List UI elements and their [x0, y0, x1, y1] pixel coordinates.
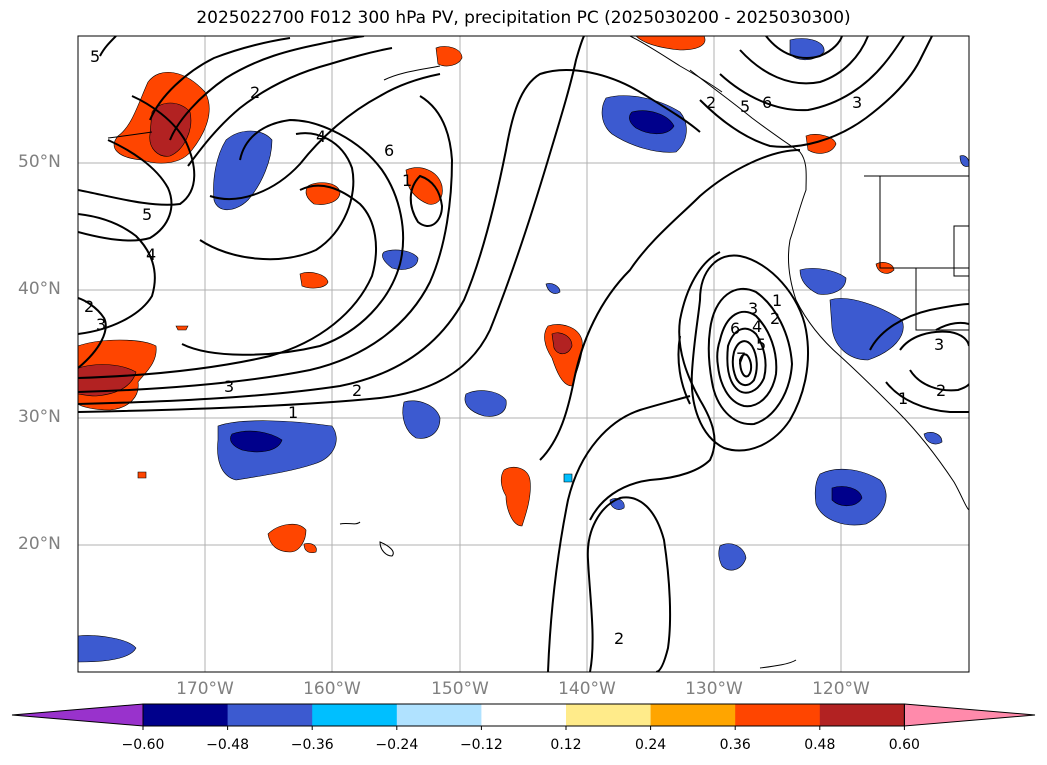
precip-blob: [402, 400, 441, 439]
colorbar-tick-label: 0.48: [804, 737, 836, 753]
colorbar-tick-label: 0.24: [635, 737, 667, 753]
precip-blob: [718, 543, 747, 571]
colorbar-tick-label: 0.60: [888, 737, 920, 753]
precip-blob: [405, 167, 443, 205]
contour-label: 2: [84, 297, 94, 316]
colorbar-frame: [142, 703, 905, 727]
colorbar-segment: [312, 704, 398, 726]
colorbar-tick-label: −0.24: [375, 737, 419, 753]
contour-label: 2: [352, 381, 362, 400]
lat-tick-label: 50°N: [18, 152, 61, 172]
precip-blob: [789, 38, 825, 61]
contour-label: 6: [384, 141, 394, 160]
colorbar-segment: [481, 704, 567, 726]
colorbar-tick-label: 0.36: [719, 737, 751, 753]
precip-blob: [230, 430, 283, 453]
contour-label: 1: [288, 403, 298, 422]
lat-tick-label: 40°N: [18, 279, 61, 299]
precip-blob: [175, 325, 189, 331]
precip-negative-anomalies: [78, 38, 969, 663]
contour-label: 6: [730, 319, 740, 338]
precip-blob: [213, 130, 273, 211]
precip-blob: [799, 268, 847, 295]
colorbar-segment: [227, 704, 313, 726]
precip-blob: [303, 543, 317, 554]
lat-tick-label: 20°N: [18, 534, 61, 554]
precip-blob: [267, 523, 307, 553]
precip-blob: [923, 432, 943, 445]
contour-label: 4: [752, 317, 762, 336]
contour-label: 4: [316, 127, 326, 146]
precip-blob: [959, 155, 969, 167]
precip-blob: [829, 298, 904, 361]
contour-label: 1: [772, 291, 782, 310]
precip-blob: [500, 467, 531, 527]
precip-blob: [545, 283, 561, 294]
colorbar-tick-label: −0.48: [206, 737, 250, 753]
lon-tick-label: 120°W: [812, 679, 870, 699]
precip-blob: [137, 471, 147, 479]
lon-tick-label: 130°W: [685, 679, 743, 699]
contour-label: 1: [402, 171, 412, 190]
colorbar-tick-label: −0.36: [290, 737, 334, 753]
precip-blob: [299, 272, 329, 289]
colorbar-segment: [819, 704, 905, 726]
contour-label: 2: [614, 629, 624, 648]
contour-label: 2: [706, 93, 716, 112]
contour-label: 3: [852, 93, 862, 112]
contour-label: 5: [142, 205, 152, 224]
colorbar-segment: [650, 704, 736, 726]
precip-blob: [629, 110, 675, 135]
contour-label: 5: [756, 335, 766, 354]
gridlines: [78, 36, 969, 672]
contour-label: 3: [224, 377, 234, 396]
pv-precip-map: 5 2 4 6 5 4 2 3 3 2 1 1 2 3 4 6 5 7 6 5 …: [77, 35, 970, 673]
precip-blob: [563, 473, 573, 483]
contour-label: 2: [936, 381, 946, 400]
contour-label: 3: [748, 299, 758, 318]
colorbar-tick-label: 0.12: [550, 737, 582, 753]
contour-label: 2: [250, 83, 260, 102]
contour-label: 3: [934, 335, 944, 354]
colorbar-segment: [566, 704, 652, 726]
colorbar-segment: [396, 704, 482, 726]
map-title: 2025022700 F012 300 hPa PV, precipitatio…: [196, 8, 851, 28]
precip-blob: [635, 36, 706, 51]
colorbar-over-triangle: [903, 703, 1036, 727]
lon-tick-label: 140°W: [558, 679, 616, 699]
lon-tick-label: 150°W: [431, 679, 489, 699]
precip-blob: [831, 486, 863, 507]
pv-contours: [78, 36, 969, 672]
contour-label: 7: [736, 349, 746, 368]
colorbar-under-triangle: [11, 703, 144, 727]
precip-blob: [551, 332, 573, 355]
lat-tick-label: 30°N: [18, 407, 61, 427]
contour-label: 5: [90, 47, 100, 66]
contour-label: 3: [96, 315, 106, 334]
contour-label: 2: [770, 309, 780, 328]
lon-tick-label: 170°W: [176, 679, 234, 699]
precip-blob: [464, 390, 507, 417]
contour-label: 5: [740, 97, 750, 116]
contour-labels: 5 2 4 6 5 4 2 3 3 2 1 1 2 3 4 6 5 7 6 5 …: [84, 47, 946, 648]
contour-label: 6: [762, 93, 772, 112]
lon-tick-label: 160°W: [303, 679, 361, 699]
map-frame: [77, 35, 970, 673]
coastlines: [107, 36, 969, 669]
colorbar-segment: [143, 704, 229, 726]
precip-blob: [78, 635, 137, 663]
colorbar-segment: [735, 704, 821, 726]
precip-blob: [435, 46, 463, 67]
contour-label: 4: [146, 245, 156, 264]
contour-label: 1: [898, 389, 908, 408]
colorbar-tick-label: −0.60: [121, 737, 165, 753]
colorbar-tick-label: −0.12: [459, 737, 503, 753]
